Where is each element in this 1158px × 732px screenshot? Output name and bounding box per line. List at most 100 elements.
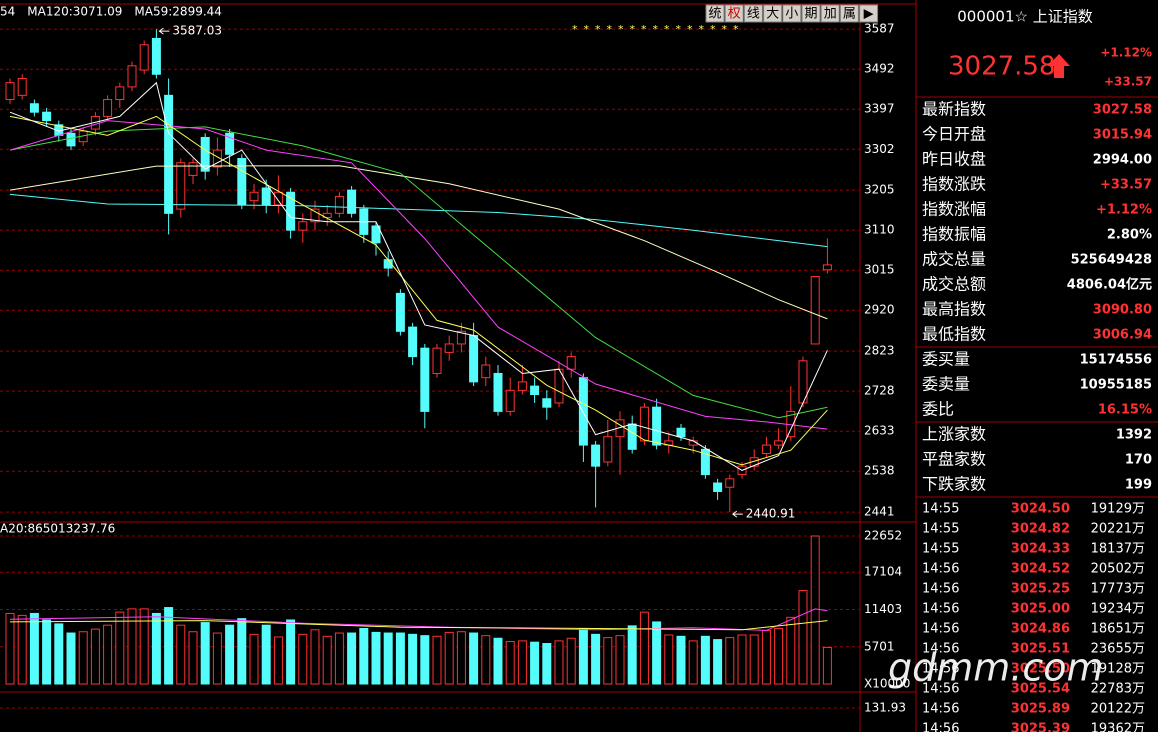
volume-bar [237, 618, 247, 685]
toolbar-label[interactable]: 大 [766, 7, 779, 22]
volume-bar [261, 624, 271, 685]
toolbar-label[interactable]: 小 [785, 7, 798, 22]
volume-bar [688, 640, 698, 685]
up-arrow [1048, 54, 1070, 78]
toolbar-label[interactable]: 线 [747, 7, 760, 22]
y-tick-label: 2920 [864, 303, 895, 317]
trade-volume: 20122万 [1091, 702, 1145, 717]
volume-bar [469, 632, 479, 685]
quote-label: 委比 [922, 400, 954, 419]
volume-bar [371, 631, 381, 685]
candle-body [298, 221, 308, 231]
candle-body [700, 448, 710, 476]
trade-time: 14:56 [922, 622, 959, 637]
volume-bar [713, 639, 723, 685]
trade-time: 14:56 [922, 662, 959, 677]
quote-value: 15174556 [1080, 353, 1152, 368]
trade-price: 3025.89 [1011, 702, 1070, 717]
candle-body [164, 94, 174, 214]
candle-body [627, 423, 637, 450]
toolbar-button[interactable] [839, 4, 859, 23]
toolbar-button[interactable] [763, 4, 783, 23]
candle-body [676, 427, 686, 438]
candle-body [761, 444, 771, 455]
candle-body [334, 195, 344, 214]
volume-tick-label: 22652 [864, 528, 902, 542]
quote-value: 3006.94 [1093, 328, 1152, 343]
trade-price: 3024.82 [1011, 522, 1070, 537]
toolbar-button[interactable] [724, 4, 744, 23]
volume-bar [481, 635, 491, 685]
toolbar-label[interactable]: ▶ [864, 7, 874, 22]
toolbar-button[interactable] [820, 4, 840, 23]
candle-body [481, 364, 491, 379]
ma-line [9, 193, 828, 248]
candle-body [713, 482, 723, 492]
volume-bar [188, 631, 198, 685]
volume-bar [603, 637, 613, 685]
volume-bar [347, 632, 357, 685]
toolbar-button[interactable] [859, 4, 879, 23]
candle-body [578, 377, 588, 446]
candle-body [774, 440, 784, 446]
candle-body [29, 103, 39, 113]
toolbar-label[interactable]: 权 [728, 6, 741, 22]
trade-time: 14:55 [922, 502, 959, 517]
volume-bar [444, 631, 454, 685]
quote-change: +33.57 [1104, 75, 1152, 89]
y-tick-label: 2441 [864, 505, 895, 519]
volume-bar [591, 633, 601, 685]
candle-body [103, 99, 113, 117]
candle-body [249, 191, 259, 202]
y-tick-label: 2633 [864, 424, 895, 438]
candle-body [188, 162, 198, 176]
candle-body [505, 389, 515, 412]
quote-label: 成交总额 [922, 275, 986, 294]
trade-time: 14:56 [922, 642, 959, 657]
toolbar-button[interactable] [782, 4, 802, 23]
toolbar-button[interactable] [705, 4, 725, 23]
volume-bar [212, 632, 222, 685]
volume-bar [17, 614, 27, 685]
volume-bar [578, 627, 588, 685]
toolbar-label[interactable]: 属 [843, 7, 856, 22]
toolbar-label[interactable]: 期 [804, 7, 817, 22]
candle-body [139, 44, 149, 71]
volume-bar [164, 607, 174, 685]
legend-entry: MA120:3071.09 [27, 5, 122, 19]
volume-bar [700, 635, 710, 685]
candle-body [42, 111, 52, 122]
volume-bar [200, 622, 210, 685]
candle-body [603, 436, 613, 463]
volume-bar [774, 627, 784, 685]
plot: 54 MA120:3071.09 MA59:2899.44 A20:865013237… [0, 5, 910, 715]
volume-bar [798, 590, 808, 685]
volume-bar [383, 632, 393, 685]
toolbar-label[interactable]: 加 [824, 7, 837, 22]
candle-body [591, 444, 601, 467]
quote-label: 指数振幅 [922, 225, 986, 244]
toolbar-button[interactable] [801, 4, 821, 23]
trade-price: 3025.54 [1011, 682, 1070, 697]
extreme-label: 2440.91 [746, 507, 796, 521]
volume-bar [737, 634, 747, 685]
trade-time: 14:56 [922, 582, 959, 597]
trade-price: 3025.25 [1011, 582, 1070, 597]
volume-bar [322, 635, 332, 685]
candle-body [652, 406, 662, 446]
candle-body [395, 292, 405, 332]
trade-price: 3024.33 [1011, 542, 1070, 557]
candle-body [469, 335, 479, 383]
quote-value: 1392 [1116, 428, 1152, 443]
toolbar-button[interactable] [743, 4, 763, 23]
volume-bar [334, 632, 344, 685]
trade-time: 14:55 [922, 522, 959, 537]
toolbar-label[interactable]: 统 [708, 7, 721, 22]
quote-value: 2994.00 [1093, 153, 1152, 168]
volume-bar [408, 633, 418, 685]
y-tick-label: 2728 [864, 384, 895, 398]
volume-bar [42, 619, 52, 685]
quote-value: +33.57 [1100, 178, 1152, 193]
watermark: gdmm.com [888, 646, 1104, 690]
